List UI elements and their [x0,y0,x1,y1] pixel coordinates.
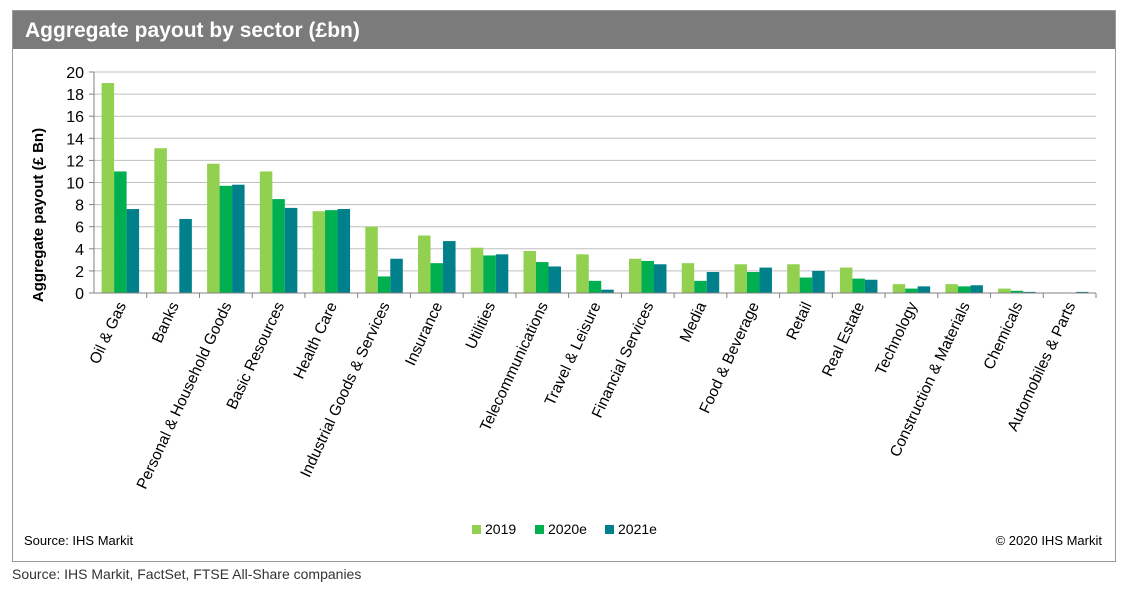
x-tick-label: Technology [872,299,921,377]
bar-2019 [628,258,642,293]
bar-2019 [998,288,1011,293]
bar-2021e [970,285,983,293]
bar-2020e [694,280,707,293]
bar-2019 [787,264,800,293]
bar-2020e [799,277,813,293]
y-tick-label: 0 [75,286,84,303]
bar-2020e [536,262,549,293]
y-tick-label: 4 [75,242,84,259]
legend-label-2019: 2019 [485,521,516,537]
bar-2020e [430,263,444,293]
legend: 2019 2020e 2021e [472,521,657,537]
x-tick-label: Industrial Goods & Services [297,299,393,480]
bar-2020e [588,280,602,293]
source-inner: Source: IHS Markit [24,533,133,548]
y-tick-label: 8 [75,198,84,215]
bar-2021e [126,209,140,293]
legend-swatch-2021e [605,525,614,534]
legend-swatch-2020e [535,525,544,534]
bar-2021e [759,267,772,293]
y-tick-label: 14 [66,131,84,148]
bar-2021e [337,209,351,293]
bar-2019 [365,226,378,293]
bar-2021e [443,241,456,293]
bar-2020e [905,288,918,293]
bar-2019 [259,171,273,293]
bar-2020e [219,185,233,293]
title-bar: Aggregate payout by sector (£bn) [13,11,1115,49]
bar-2019 [154,148,167,293]
bar-2021e [232,184,245,293]
y-tick-label: 12 [66,153,84,170]
x-tick-label: Food & Beverage [696,300,762,417]
y-tick-label: 16 [66,109,84,126]
bar-2019 [418,235,431,293]
bar-2019 [207,163,220,293]
x-tick-label: Insurance [402,300,446,369]
x-tick-label: Real Estate [819,300,868,380]
bar-2021e [390,258,403,293]
bar-2019 [576,254,589,293]
bar-2020e [325,210,338,293]
bar-2020e [377,276,391,293]
bar-2021e [284,207,298,293]
bar-2020e [114,171,127,293]
bar-2020e [1010,290,1024,293]
copyright: © 2020 IHS Markit [996,533,1103,548]
x-tick-label: Banks [149,299,183,345]
bar-2020e [957,286,971,293]
bar-2019 [839,267,853,293]
x-tick-label: Chemicals [981,299,1027,372]
x-tick-label: Media [677,299,710,345]
bar-2021e [864,279,878,293]
bar-2020e [272,199,285,293]
bar-2021e [1075,291,1089,293]
y-tick-label: 18 [66,87,84,104]
x-tick-label: Personal & Household Goods [134,299,236,491]
bar-2021e [601,289,614,293]
bar-2020e [746,272,760,293]
bar-2021e [1023,291,1036,293]
chart-title: Aggregate payout by sector (£bn) [25,19,360,42]
x-tick-label: Utilities [463,299,500,352]
bars [101,83,1089,293]
bar-2020e [483,255,496,293]
legend-label-2020e: 2020e [548,521,587,537]
bar-2020e [641,260,654,293]
y-axis-label: Aggregate payout (£ Bn) [30,128,47,302]
bar-2019 [523,251,537,293]
source-footnote: Source: IHS Markit, FactSet, FTSE All-Sh… [12,566,362,582]
bar-2021e [706,272,720,293]
bar-2019 [312,211,326,293]
x-tick-label: Oil & Gas [87,299,131,367]
bar-2021e [179,218,192,293]
bar-2019 [945,284,958,293]
bar-2021e [812,270,825,293]
bar-2021e [653,264,667,293]
chart-frame: Aggregate payout by sector (£bn) [12,10,1116,562]
legend-swatch-2019 [472,525,481,534]
bar-2019 [892,284,906,293]
y-tick-label: 10 [66,176,84,193]
bar-2020e [852,278,865,293]
bar-2019 [101,83,115,293]
y-tick-label: 2 [75,264,84,281]
bar-2019 [681,263,695,293]
bar-2019 [734,264,747,293]
y-tick-label: 20 [66,65,84,82]
bar-2021e [917,286,931,293]
x-tick-label: Retail [783,300,815,343]
bar-2019 [470,247,484,293]
y-tick-label: 6 [75,220,84,237]
bar-2021e [495,254,509,293]
x-tick-label: Basic Resources [224,299,289,412]
x-tick-label: Health Care [291,300,341,382]
x-tick-label: Travel & Leisure [542,300,605,409]
legend-label-2021e: 2021e [618,521,657,537]
bar-2021e [548,266,562,293]
